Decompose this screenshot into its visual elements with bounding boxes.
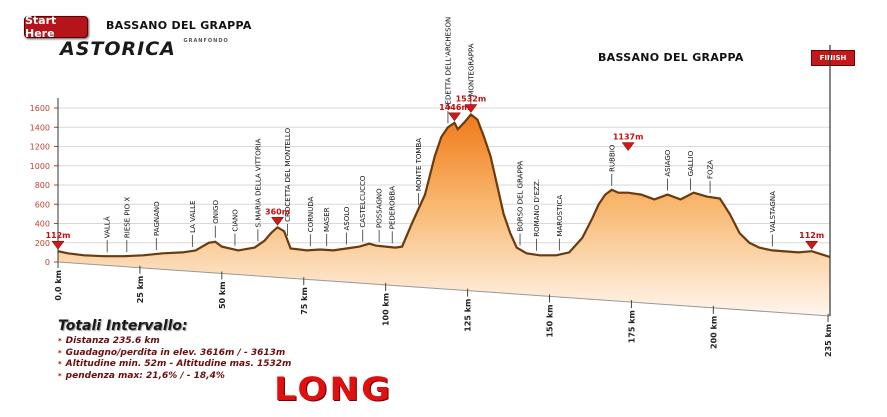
waypoint-label: RIESE PIO X bbox=[123, 197, 131, 238]
peak-label: 1137m bbox=[613, 133, 644, 142]
peak-marker bbox=[464, 104, 478, 113]
waypoint-label: CORNUDA bbox=[307, 196, 315, 232]
waypoint-label: CASTELCUCCO bbox=[359, 175, 367, 228]
x-tick-label: 75 km bbox=[300, 287, 309, 315]
finish-flag: FINISH bbox=[811, 50, 855, 66]
totals-panel: Totali Intervallo: * Distanza 235.6 km * G… bbox=[58, 318, 358, 382]
waypoint-label: ROMANO D'EZZ. bbox=[533, 179, 541, 237]
astorica-logo: ASTORICA GRANFONDO bbox=[60, 38, 229, 60]
profile-area bbox=[57, 45, 831, 317]
y-tick-label: 1200 bbox=[30, 143, 50, 152]
waypoints: VALLÀ RIESE PIO X PAGNANO LA VALLE ONIGO CIAN… bbox=[103, 17, 777, 253]
x-axis-ticks: 0,0 km 25 km 50 km 75 km 100 km 125 km 150 km 1… bbox=[54, 260, 833, 357]
peak-label: 1446m bbox=[439, 103, 470, 112]
y-tick-label: 800 bbox=[35, 181, 50, 190]
baseline bbox=[57, 261, 831, 317]
y-tick-label: 1600 bbox=[30, 104, 50, 113]
finish-city-label: BASSANO DEL GRAPPA bbox=[598, 51, 744, 64]
y-tick-label: 0 bbox=[45, 258, 50, 267]
waypoint-label: PEDEROBBA bbox=[389, 186, 397, 229]
x-tick-label: 125 km bbox=[464, 299, 473, 332]
x-tick-label: 235 km bbox=[824, 324, 833, 357]
waypoint-label: CIANO bbox=[231, 209, 239, 232]
totals-item: * Distanza 235.6 km bbox=[58, 336, 160, 346]
y-tick-label: 200 bbox=[35, 239, 50, 248]
peak-label: 1532m bbox=[456, 95, 487, 104]
x-tick-label: 150 km bbox=[546, 304, 555, 337]
waypoint-label: CROCETTA DEL MONTELLO bbox=[284, 127, 292, 221]
totals-altitude: Altitudine min. 52m - Altitudine mas. 15… bbox=[65, 359, 292, 369]
logo-subtext: GRANFONDO bbox=[183, 38, 229, 44]
waypoint-label: S.MARIA DELLA VITTORIA bbox=[254, 138, 262, 227]
waypoint-label: VEDETTA DELL'ARCHESON bbox=[444, 17, 452, 110]
y-axis-ticks: 0 200 400 600 800 1000 1200 1400 1600 bbox=[30, 104, 58, 267]
x-tick-label: 50 km bbox=[218, 281, 227, 309]
x-tick-label: 25 km bbox=[136, 276, 145, 304]
y-tick-label: 400 bbox=[35, 220, 50, 229]
totals-item: * Guadagno/perdita in elev. 3616m / - 361… bbox=[58, 347, 286, 358]
start-city-label: BASSANO DEL GRAPPA bbox=[106, 19, 252, 32]
waypoint-label: MONTE TOMBA bbox=[415, 138, 423, 191]
totals-distance: Distanza 235.6 km bbox=[65, 336, 160, 346]
totals-title: Totali Intervallo: bbox=[58, 318, 188, 334]
peak-marker bbox=[805, 240, 819, 250]
totals-list: * Distanza 235.6 km * Guadagno/perdita in … bbox=[58, 336, 358, 382]
waypoint-label: ONIGO bbox=[212, 200, 220, 224]
waypoint-label: MAROSTICA bbox=[556, 195, 564, 237]
peak-marker bbox=[447, 112, 461, 122]
waypoint-label: LA VALLE bbox=[189, 200, 197, 232]
waypoint-label: BORSO DEL GRAPPA bbox=[517, 161, 525, 232]
y-tick-label: 1000 bbox=[30, 162, 50, 171]
waypoint-label: FOZA bbox=[707, 160, 715, 179]
waypoint-label: VALLÀ bbox=[103, 216, 112, 238]
logo-text: ASTORICA bbox=[60, 38, 176, 60]
totals-item: * pendenza max: 21,6% / - 18,4% bbox=[58, 370, 225, 381]
waypoint-label: MASER bbox=[323, 207, 331, 232]
y-tick-label: 600 bbox=[35, 200, 50, 209]
waypoint-label: GALLIO bbox=[687, 150, 695, 176]
y-tick-label: 1400 bbox=[30, 123, 50, 132]
peak-marker bbox=[271, 217, 285, 226]
x-tick-label: 100 km bbox=[382, 293, 391, 326]
peak-label: 112m bbox=[45, 231, 70, 240]
peak-label: 112m bbox=[799, 231, 824, 240]
peak-marker bbox=[51, 240, 65, 250]
start-here-button[interactable]: Start Here bbox=[24, 14, 88, 40]
totals-elevation-gain: Guadagno/perdita in elev. 3616m / - 3613… bbox=[65, 347, 286, 358]
x-tick-label: 0,0 km bbox=[54, 270, 63, 301]
x-tick-label: 200 km bbox=[709, 316, 718, 349]
profile-fill bbox=[58, 114, 830, 316]
x-tick-label: 175 km bbox=[627, 310, 636, 343]
waypoint-label: RUBBIO bbox=[608, 144, 616, 172]
waypoint-label: POSSAGNO bbox=[376, 188, 384, 228]
waypoint-label: PAGNANO bbox=[153, 201, 161, 236]
waypoint-label: ASOLO bbox=[343, 206, 351, 230]
peak-label: 360m bbox=[265, 207, 290, 216]
long-route-badge: LONG bbox=[274, 370, 393, 408]
peak-marker bbox=[621, 142, 635, 151]
waypoint-label: ASIAGO bbox=[664, 149, 672, 176]
totals-item: * Altitudine min. 52m - Altitudine mas. 1… bbox=[58, 359, 292, 369]
waypoint-label: VALSTAGNA bbox=[769, 191, 777, 233]
waypoint-label: MONTEGRAPPA bbox=[467, 43, 475, 96]
profile-line bbox=[57, 112, 831, 259]
totals-gradient: pendenza max: 21,6% / - 18,4% bbox=[65, 370, 225, 381]
